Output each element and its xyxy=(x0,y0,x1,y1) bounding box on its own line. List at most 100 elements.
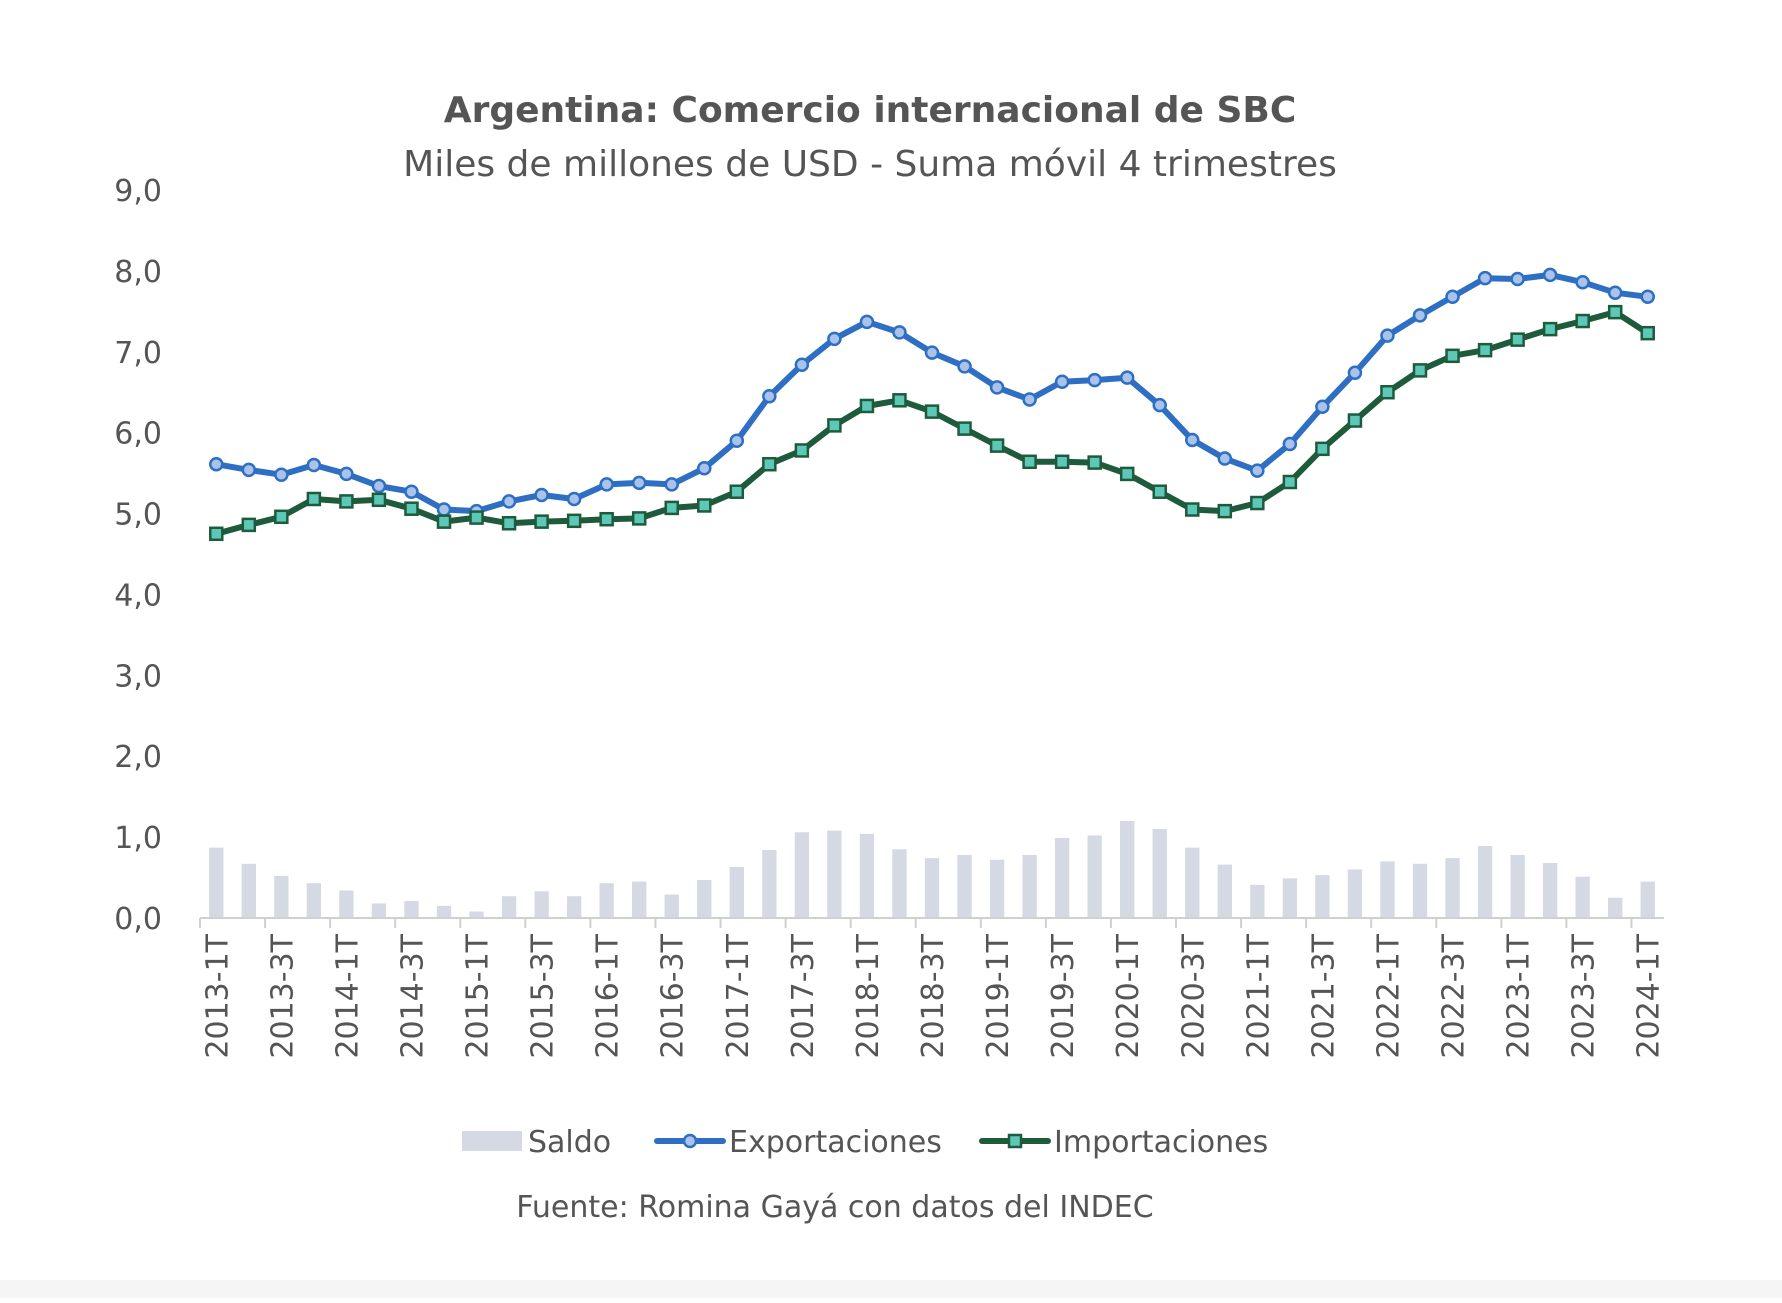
exportaciones-point xyxy=(501,494,517,509)
importaciones-point xyxy=(1119,466,1135,482)
saldo-bar xyxy=(762,850,777,918)
saldo-bar xyxy=(664,894,679,918)
importaciones-point xyxy=(469,510,484,525)
importaciones-point xyxy=(794,443,810,458)
exportaciones-point xyxy=(599,477,614,492)
exportaciones-point xyxy=(1542,267,1558,283)
saldo-bar xyxy=(1477,846,1493,918)
importaciones-point xyxy=(1445,348,1460,364)
exportaciones-point xyxy=(794,357,810,372)
exportaciones-point xyxy=(762,389,777,404)
saldo-bar xyxy=(1185,847,1200,918)
exportaciones-point xyxy=(1152,397,1167,413)
x-tick-label: 2013-3T xyxy=(265,933,300,1058)
importaciones-point xyxy=(1347,413,1363,428)
exportaciones-point xyxy=(209,456,224,472)
saldo-bar xyxy=(957,854,972,918)
exportaciones-point xyxy=(892,325,907,340)
importaciones-point xyxy=(501,516,517,531)
exportaciones-point xyxy=(1347,365,1363,381)
x-tick-label: 2013-1T xyxy=(200,933,235,1058)
importaciones-point xyxy=(404,501,419,516)
saldo-bar xyxy=(1152,829,1167,918)
importaciones-point xyxy=(1640,325,1655,341)
exportaciones-point xyxy=(729,433,745,449)
exportaciones-point xyxy=(339,466,354,482)
importaciones-point xyxy=(1607,304,1623,320)
importaciones-point xyxy=(599,511,614,527)
x-tick-label: 2020-3T xyxy=(1176,933,1211,1058)
saldo-bar xyxy=(1315,875,1330,918)
x-tick-label: 2014-3T xyxy=(395,933,430,1058)
saldo-bar xyxy=(501,896,517,918)
importaciones-point xyxy=(436,514,452,529)
x-tick-label: 2014-1T xyxy=(330,933,365,1058)
importaciones-point xyxy=(1510,332,1525,347)
saldo-bar xyxy=(1640,881,1655,918)
importaciones-point xyxy=(1282,474,1298,490)
importaciones-point xyxy=(827,418,842,433)
x-tick-label: 2016-1T xyxy=(591,933,626,1058)
x-tick-label: 2019-3T xyxy=(1046,933,1081,1058)
saldo-bar xyxy=(989,859,1005,918)
saldo-bar xyxy=(1542,862,1558,918)
legend-label-importaciones: Importaciones xyxy=(1054,1125,1268,1160)
exportaciones-point xyxy=(1185,432,1200,448)
x-tick-label: 2023-1T xyxy=(1502,933,1537,1058)
saldo-bar xyxy=(697,879,712,918)
exportaciones-point xyxy=(859,314,875,330)
importaciones-point xyxy=(1477,342,1493,358)
x-axis-labels: 2013-1T 2013-3T 2014-1T 2014-3T 2015-1T 2015-… xyxy=(200,933,1666,1058)
exportaciones-point xyxy=(827,331,842,347)
x-tick-label: 2024-1T xyxy=(1632,933,1667,1058)
exportaciones-point xyxy=(1445,289,1460,305)
saldo-bar xyxy=(1608,897,1623,918)
importaciones-point xyxy=(339,494,354,509)
exportaciones-point xyxy=(697,461,712,476)
exportaciones-point xyxy=(1119,370,1135,385)
importaciones-point xyxy=(697,498,712,513)
saldo-bar xyxy=(1217,864,1232,918)
y-axis: 0,0 1,0 2,0 3,0 4,0 5,0 6,0 7,0 8,0 9,0 xyxy=(114,174,162,937)
importaciones-point xyxy=(762,456,777,472)
y-tick-label: 7,0 xyxy=(114,336,162,371)
y-tick-label: 9,0 xyxy=(114,174,162,209)
y-tick-label: 3,0 xyxy=(114,659,162,694)
saldo-bar xyxy=(1022,854,1037,918)
saldo-bar xyxy=(534,891,549,918)
importaciones-point xyxy=(1152,484,1167,499)
y-tick-label: 2,0 xyxy=(114,740,162,775)
importaciones-point xyxy=(1022,454,1037,470)
saldo-bar xyxy=(599,883,614,918)
y-tick-label: 4,0 xyxy=(114,578,162,613)
importaciones-point xyxy=(1412,363,1428,378)
saldo-bar xyxy=(371,903,387,918)
saldo-bar xyxy=(306,883,322,918)
saldo-bar xyxy=(209,847,224,918)
importaciones-point xyxy=(924,404,940,419)
x-tick-label: 2018-1T xyxy=(851,933,886,1058)
y-tick-label: 0,0 xyxy=(114,902,162,937)
legend-swatch-saldo xyxy=(462,1131,522,1151)
saldo-bar xyxy=(794,832,810,918)
exportaciones-point xyxy=(534,487,549,503)
importaciones-point xyxy=(892,393,907,408)
saldo-bar xyxy=(1054,837,1070,918)
y-tick-label: 5,0 xyxy=(114,498,162,533)
saldo-bar xyxy=(924,858,940,918)
exportaciones-point xyxy=(1054,374,1070,389)
exportaciones-point xyxy=(1380,328,1395,343)
exportaciones-point xyxy=(371,478,387,494)
exportaciones-point xyxy=(436,502,452,517)
exportaciones-point xyxy=(1510,271,1525,287)
importaciones-point xyxy=(989,438,1005,453)
saldo-bar xyxy=(566,896,582,918)
importaciones-point xyxy=(631,511,647,526)
saldo-bar xyxy=(827,830,842,918)
exportaciones-point xyxy=(1607,285,1623,300)
importaciones-point xyxy=(209,526,224,542)
exportaciones-point xyxy=(1477,270,1493,286)
saldo-bar xyxy=(1282,878,1298,918)
